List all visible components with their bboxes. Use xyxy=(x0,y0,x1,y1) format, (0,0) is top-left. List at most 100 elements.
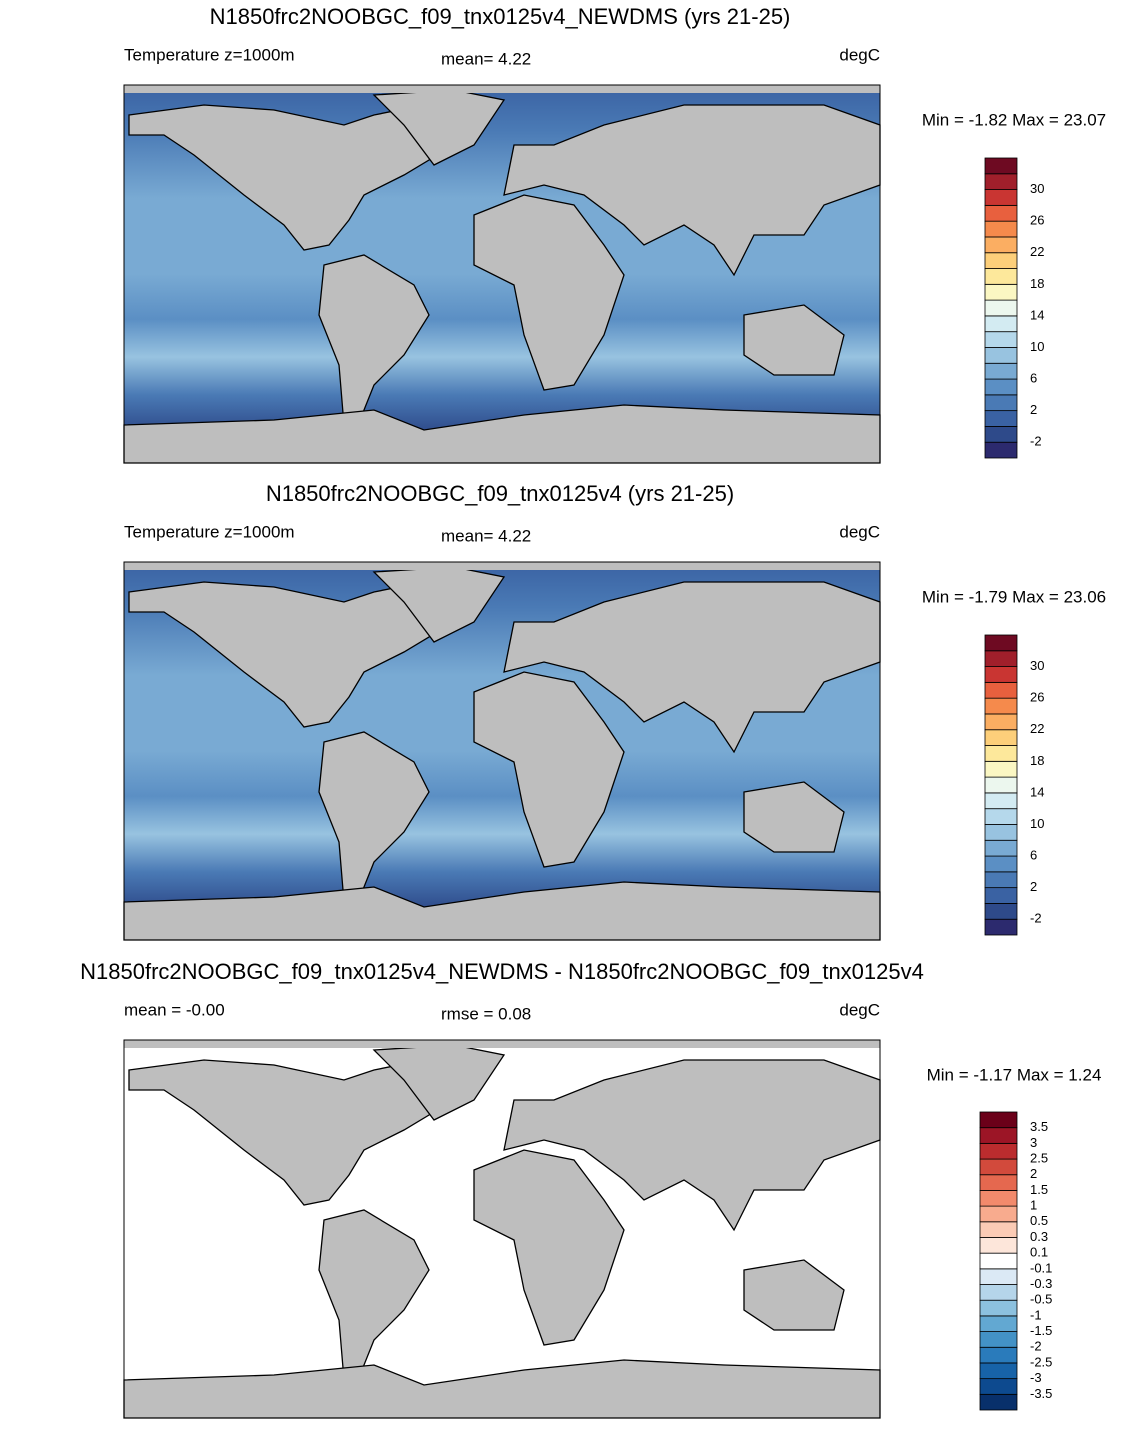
colorbar-box xyxy=(984,362,1018,380)
colorbar-box xyxy=(984,760,1018,778)
colorbar-label: 1.5 xyxy=(1030,1182,1048,1197)
colorbar-box xyxy=(979,1252,1018,1270)
colorbar-box xyxy=(979,1158,1018,1176)
colorbar-box xyxy=(979,1127,1018,1144)
units-label: degC xyxy=(839,1000,880,1019)
colorbar-box xyxy=(979,1315,1018,1332)
colorbar-box xyxy=(984,331,1018,348)
colorbar-label: -1 xyxy=(1030,1307,1042,1322)
panel-title: N1850frc2NOOBGC_f09_tnx0125v4 (yrs 21-25… xyxy=(266,481,734,506)
colorbar-box xyxy=(984,650,1018,667)
colorbar-box xyxy=(979,1237,1018,1254)
colorbar-label: -3 xyxy=(1030,1370,1042,1385)
colorbar-box xyxy=(984,634,1018,652)
colorbar-box xyxy=(984,666,1018,683)
colorbar-box xyxy=(979,1378,1018,1395)
panel-title: N1850frc2NOOBGC_f09_tnx0125v4_NEWDMS - N… xyxy=(80,959,924,984)
map xyxy=(123,84,881,464)
panel: N1850frc2NOOBGC_f09_tnx0125v4_NEWDMS (yr… xyxy=(123,4,1106,464)
colorbar-box xyxy=(979,1331,1018,1348)
center-label: mean= 4.22 xyxy=(441,526,531,545)
colorbar-box xyxy=(984,236,1018,254)
colorbar-box xyxy=(984,347,1018,364)
map-frame xyxy=(123,1039,881,1419)
colorbar-box xyxy=(984,394,1018,412)
colorbar-label: 18 xyxy=(1030,753,1044,768)
colorbar-box xyxy=(984,220,1018,238)
colorbar-box xyxy=(979,1362,1018,1380)
colorbar-label: 18 xyxy=(1030,276,1044,291)
colorbar-label: 6 xyxy=(1030,847,1037,862)
colorbar-box xyxy=(984,410,1018,427)
colorbar-box xyxy=(984,792,1018,810)
colorbar-label: 2 xyxy=(1030,879,1037,894)
left-label: Temperature z=1000m xyxy=(124,522,295,541)
colorbar-label: -2.5 xyxy=(1030,1354,1052,1369)
colorbar-label: 2 xyxy=(1030,402,1037,417)
colorbar-box xyxy=(984,299,1018,317)
colorbar-label: 6 xyxy=(1030,370,1037,385)
colorbar-label: -0.1 xyxy=(1030,1260,1052,1275)
center-label: mean= 4.22 xyxy=(441,49,531,68)
colorbar-label: 2.5 xyxy=(1030,1150,1048,1165)
colorbar-box xyxy=(979,1284,1018,1301)
colorbar-label: -2 xyxy=(1030,911,1042,926)
panel: N1850frc2NOOBGC_f09_tnx0125v4_NEWDMS - N… xyxy=(80,959,1102,1419)
colorbar-label: 3 xyxy=(1030,1135,1037,1150)
colorbar-box xyxy=(979,1346,1018,1364)
colorbar-box xyxy=(984,681,1018,699)
colorbar-box xyxy=(979,1111,1018,1129)
colorbar-box xyxy=(984,729,1018,746)
colorbar-label: 10 xyxy=(1030,339,1044,354)
colorbar-box xyxy=(984,426,1018,443)
map xyxy=(123,561,881,941)
colorbar-box xyxy=(984,713,1018,731)
colorbar-label: 1 xyxy=(1030,1198,1037,1213)
panel-title: N1850frc2NOOBGC_f09_tnx0125v4_NEWDMS (yr… xyxy=(210,4,791,29)
units-label: degC xyxy=(839,522,880,541)
colorbar-label: 0.1 xyxy=(1030,1245,1048,1260)
colorbar-box xyxy=(984,824,1018,841)
colorbar-box xyxy=(979,1268,1018,1285)
colorbar-box xyxy=(979,1299,1018,1317)
colorbar-box xyxy=(984,189,1018,206)
min-max: Min = -1.79 Max = 23.06 xyxy=(922,587,1106,606)
colorbar-label: -3.5 xyxy=(1030,1386,1052,1401)
colorbar-box xyxy=(984,903,1018,920)
colorbar-box xyxy=(984,441,1018,459)
min-max: Min = -1.17 Max = 1.24 xyxy=(927,1065,1102,1084)
colorbar-box xyxy=(984,252,1018,269)
colorbar-box xyxy=(984,378,1018,396)
colorbar-box xyxy=(984,283,1018,301)
colorbar-box xyxy=(984,268,1018,285)
colorbar-label: 14 xyxy=(1030,784,1044,799)
colorbar-box xyxy=(979,1142,1018,1160)
colorbar-label: 26 xyxy=(1030,690,1044,705)
colorbar-label: 3.5 xyxy=(1030,1119,1048,1134)
colorbar-label: 14 xyxy=(1030,307,1044,322)
colorbar-label: 2 xyxy=(1030,1166,1037,1181)
colorbar-box xyxy=(984,839,1018,857)
colorbar-box xyxy=(984,157,1018,175)
colorbar-label: -1.5 xyxy=(1030,1323,1052,1338)
colorbar-label: -0.5 xyxy=(1030,1292,1052,1307)
colorbar-box xyxy=(979,1174,1018,1191)
colorbar-box xyxy=(979,1205,1018,1223)
colorbar-box xyxy=(979,1221,1018,1238)
panel: N1850frc2NOOBGC_f09_tnx0125v4 (yrs 21-25… xyxy=(123,481,1106,941)
colorbar-box xyxy=(979,1393,1018,1411)
min-max: Min = -1.82 Max = 23.07 xyxy=(922,110,1106,129)
colorbar-label: 0.5 xyxy=(1030,1213,1048,1228)
colorbar-label: 30 xyxy=(1030,658,1044,673)
colorbar-label: 22 xyxy=(1030,244,1044,259)
left-label: Temperature z=1000m xyxy=(124,45,295,64)
colorbar-label: -0.3 xyxy=(1030,1276,1052,1291)
colorbar-label: 26 xyxy=(1030,213,1044,228)
map-frame xyxy=(123,84,881,464)
colorbar-box xyxy=(984,745,1018,762)
map xyxy=(123,1039,881,1419)
center-label: rmse = 0.08 xyxy=(441,1004,531,1023)
colorbar-label: 0.3 xyxy=(1030,1229,1048,1244)
colorbar-box xyxy=(984,697,1018,715)
